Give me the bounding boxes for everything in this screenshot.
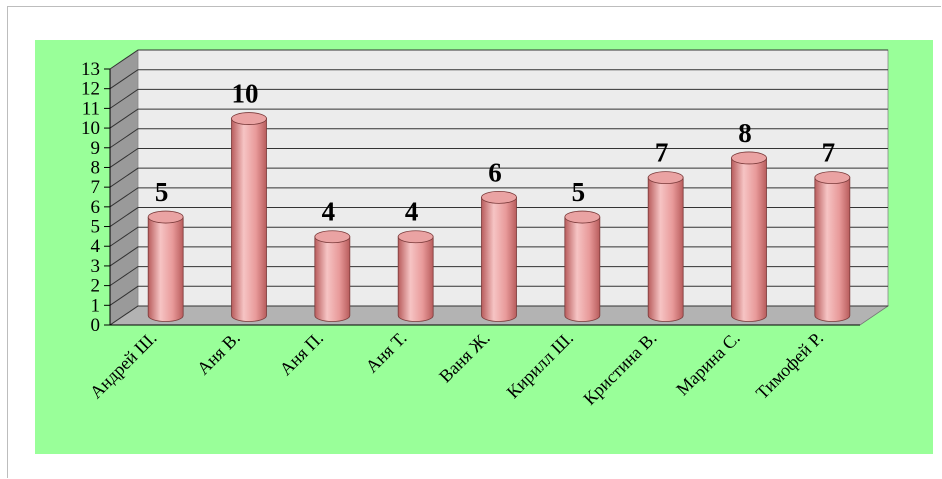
- gridline: [109, 167, 888, 188]
- gridline: [109, 187, 888, 208]
- gridline: [109, 88, 888, 109]
- bar-top: [481, 190, 517, 204]
- bar: [314, 230, 351, 322]
- data-label: 8: [738, 118, 752, 148]
- bar: [397, 230, 434, 322]
- bar: [647, 171, 684, 322]
- bar-top: [397, 230, 434, 244]
- bar: [481, 190, 517, 322]
- gridline: [109, 285, 888, 306]
- gridline: [109, 128, 888, 149]
- y-tick-label: 0: [91, 315, 101, 336]
- y-tick-label: 13: [81, 59, 100, 80]
- data-labels: 5 10 4 4 6 5 7 8 7: [155, 79, 835, 227]
- y-tick-label: 9: [91, 138, 101, 159]
- gridline: [109, 266, 888, 287]
- y-tick-label: 12: [81, 79, 100, 100]
- bar-top: [314, 230, 351, 244]
- data-label: 10: [232, 79, 259, 109]
- y-tick-label: 11: [82, 98, 100, 119]
- bar: [564, 210, 601, 322]
- bar-body: [647, 177, 684, 322]
- data-label: 7: [822, 138, 836, 168]
- data-label: 6: [488, 157, 502, 187]
- bar-body: [314, 236, 351, 322]
- data-label: 5: [572, 177, 586, 207]
- y-tick-label: 8: [91, 157, 101, 178]
- bars: [147, 112, 851, 322]
- gridline: [109, 49, 888, 70]
- bar: [731, 151, 767, 322]
- bar-body: [231, 118, 267, 322]
- bar-body: [147, 216, 184, 322]
- bar-top: [647, 171, 684, 185]
- gridline: [109, 108, 888, 129]
- y-tick-label: 6: [91, 197, 101, 218]
- y-tick-label: 4: [91, 236, 101, 257]
- bar: [147, 210, 184, 322]
- chart-frame: [7, 6, 941, 478]
- bar-top: [231, 112, 267, 125]
- gridline: [109, 246, 888, 267]
- bar: [231, 112, 267, 322]
- bar-top: [564, 210, 601, 224]
- bar-top: [814, 171, 851, 185]
- gridline: [109, 226, 888, 247]
- bar-body: [481, 196, 517, 322]
- bar-body: [397, 236, 434, 322]
- data-label: 4: [322, 197, 336, 227]
- gridline: [109, 207, 888, 227]
- bar-body: [564, 216, 601, 322]
- y-tick-label: 3: [91, 256, 101, 277]
- side-wall: [110, 50, 138, 325]
- gridline: [109, 69, 888, 90]
- y-tick-label: 1: [91, 295, 101, 316]
- bar-top: [731, 151, 767, 165]
- bar-top: [147, 210, 184, 224]
- bar: [814, 171, 851, 322]
- gridline: [109, 147, 888, 168]
- y-tick-label: 2: [91, 276, 101, 297]
- data-label: 7: [655, 138, 669, 168]
- y-tick-label: 5: [91, 217, 101, 238]
- gridline: [109, 305, 888, 326]
- gridlines: [104, 49, 888, 326]
- data-label: 5: [155, 177, 169, 207]
- y-tick-label: 7: [91, 177, 101, 198]
- bar-body: [731, 157, 767, 322]
- bar-body: [814, 177, 851, 322]
- data-label: 4: [405, 197, 419, 227]
- y-tick-label: 10: [81, 118, 100, 139]
